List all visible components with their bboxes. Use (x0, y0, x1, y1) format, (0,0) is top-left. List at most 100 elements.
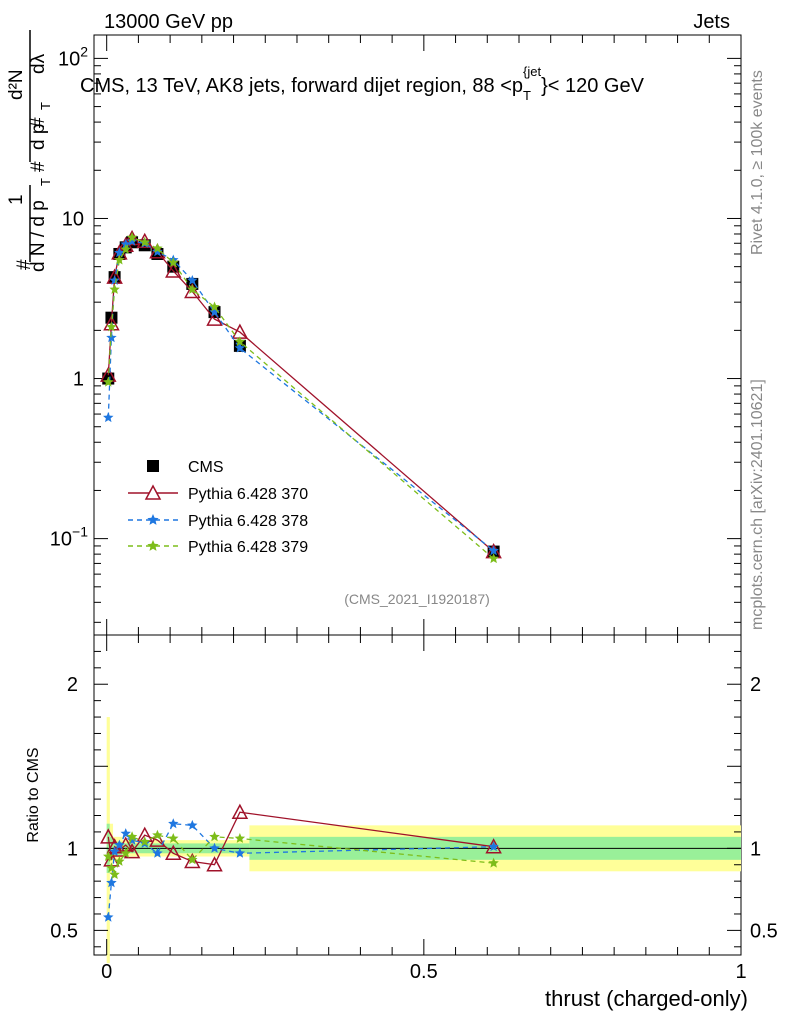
rivet-version-label: Rivet 4.1.0, ≥ 100k events (749, 70, 766, 255)
data-point-star (187, 284, 198, 294)
x-axis-ticks: 0 0.5 1 (101, 35, 747, 983)
svg-text:d²N: d²N (6, 69, 27, 100)
svg-text:1: 1 (6, 194, 27, 205)
data-point-star (152, 242, 163, 253)
data-point-star (114, 839, 125, 850)
ratio-plot-frame (93, 634, 742, 956)
data-point-370 (106, 268, 123, 284)
series-line (107, 237, 495, 553)
data-point-star (187, 854, 198, 865)
data-point-star (120, 847, 131, 858)
x-tick-label: 1 (735, 961, 746, 983)
data-point-370 (231, 803, 249, 819)
mcplots-credit-label: mcplots.cern.ch [arXiv:2401.10621] (749, 379, 766, 630)
legend-label-cms: CMS (188, 459, 224, 476)
svg-text:#: # (14, 259, 35, 270)
data-point-370 (165, 844, 182, 861)
ratio-y-tick-label-right: 0.5 (750, 920, 778, 942)
data-point-370 (123, 843, 141, 859)
series-line (107, 240, 495, 552)
svg-text:T: T (38, 178, 53, 186)
ratio-y-tick-label-left: 0.5 (50, 920, 78, 942)
data-point-star (234, 336, 246, 347)
data-point-star (106, 862, 117, 873)
data-point-370 (184, 852, 201, 869)
main-series-group (100, 229, 502, 564)
ratio-y-tick-label-right: 1 (750, 838, 761, 860)
data-point-star (209, 842, 220, 853)
data-point-star (168, 833, 179, 843)
data-point-370 (123, 229, 141, 246)
ratio-y-tick-label-left: 1 (67, 838, 78, 860)
data-point-star (152, 246, 163, 257)
analysis-watermark: (CMS_2021_I1920187) (344, 591, 490, 607)
data-point-star (234, 833, 246, 843)
y-tick-label: 102 (58, 43, 88, 70)
svg-text:d p: d p (28, 124, 49, 150)
legend-label-370: Pythia 6.428 370 (188, 486, 308, 503)
data-point-star (109, 275, 120, 285)
ratio-uncertainty-bands (106, 717, 741, 964)
data-point-star (168, 818, 179, 829)
data-point-star (106, 877, 117, 888)
ratio-series-group (100, 803, 502, 922)
svg-text:d N / d p: d N / d p (28, 200, 49, 272)
data-point-star (488, 553, 499, 564)
header-energy-label: 13000 GeV pp (104, 11, 233, 33)
data-point-star (109, 284, 120, 294)
data-point-370 (149, 831, 166, 847)
data-point-star (139, 236, 150, 247)
svg-text:#: # (28, 161, 49, 172)
data-point-star (187, 275, 198, 285)
data-point-star (120, 238, 131, 249)
data-point-star (488, 857, 499, 868)
data-point-star (139, 836, 150, 847)
data-point-star (114, 254, 125, 265)
data-point-star (106, 321, 117, 332)
data-point-star (209, 301, 220, 312)
data-point-star (209, 831, 220, 842)
main-y-axis-label: # 1 d N / d p T # # d²N d p T dλ (6, 30, 53, 272)
data-point-370 (165, 262, 182, 278)
x-tick-label: 0.5 (410, 961, 438, 983)
data-point-370 (206, 856, 223, 872)
legend-label-379: Pythia 6.428 379 (188, 539, 308, 556)
legend-marker-378 (147, 514, 159, 525)
data-point-star (152, 829, 163, 840)
data-point-star (126, 232, 138, 242)
data-point-star (114, 856, 125, 866)
legend-label-378: Pythia 6.428 378 (188, 513, 308, 530)
data-point-370 (184, 282, 201, 299)
data-point-star (209, 306, 220, 317)
main-axis-ticks: 10−1 1 10 102 (50, 43, 741, 623)
data-point-star (126, 235, 138, 246)
series-line (107, 236, 495, 560)
y-tick-label: 1 (73, 369, 84, 391)
data-point-370 (103, 315, 120, 331)
data-point-star (103, 851, 114, 861)
ratio-y-tick-label-left: 2 (67, 674, 78, 696)
data-point-star (168, 257, 179, 268)
data-point-star (126, 831, 138, 842)
data-point-370 (206, 310, 223, 326)
data-point-star (488, 545, 499, 556)
data-point-star (234, 847, 246, 858)
data-point-star (152, 847, 163, 858)
data-point-star (103, 911, 114, 922)
legend-marker-cms (147, 460, 159, 472)
data-point-star (234, 342, 246, 353)
data-point-370 (100, 828, 117, 844)
x-axis-label: thrust (charged-only) (545, 986, 748, 1011)
svg-text:dλ: dλ (28, 53, 49, 74)
x-tick-label: 0 (101, 961, 112, 983)
ratio-axis-ticks: 0.5 0.5 1 1 2 2 (50, 650, 778, 948)
legend-marker-370 (144, 484, 162, 500)
svg-text:#: # (28, 117, 49, 128)
data-point-star (109, 869, 120, 879)
data-point-star (187, 819, 198, 830)
header-jets-label: Jets (693, 11, 730, 33)
data-point-star (109, 846, 120, 857)
y-tick-label: 10 (62, 208, 84, 230)
ratio-y-axis-label: Ratio to CMS (25, 747, 42, 842)
